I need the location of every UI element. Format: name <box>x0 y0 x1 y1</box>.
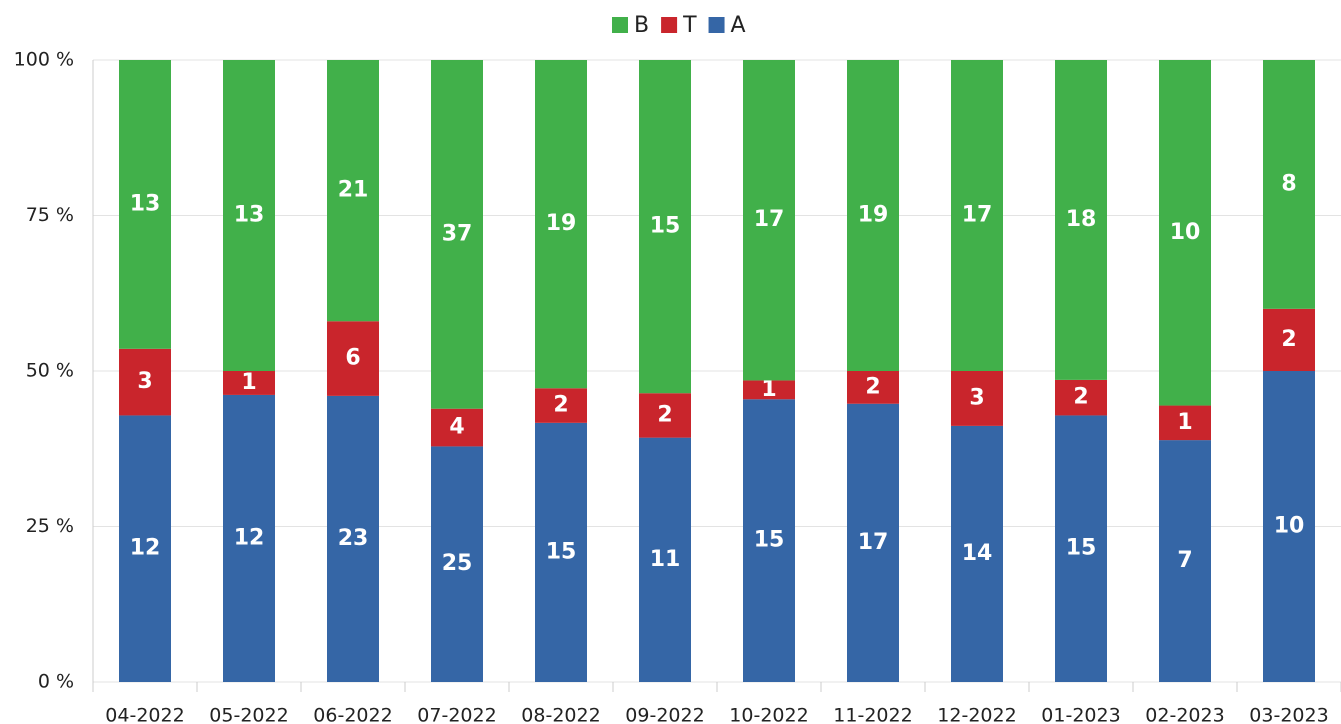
bar-segment <box>431 408 483 447</box>
bar-segment <box>951 425 1003 682</box>
bar-segment <box>1159 440 1211 682</box>
y-tick-label: 25 % <box>26 515 74 537</box>
bar-segment <box>743 399 795 682</box>
legend-swatch <box>612 17 628 33</box>
bar-segment <box>119 60 171 349</box>
data-label: 15 <box>1066 536 1097 561</box>
data-label: 3 <box>137 369 152 394</box>
y-tick-label: 50 % <box>26 360 74 382</box>
bar-segment <box>431 446 483 682</box>
bar-segment <box>951 371 1003 426</box>
bar-segment <box>1055 379 1107 416</box>
y-tick-label: 75 % <box>26 204 74 226</box>
x-tick-label: 11-2022 <box>833 705 912 724</box>
bar-segment <box>1263 308 1315 371</box>
x-tick-label: 08-2022 <box>521 705 600 724</box>
data-label: 19 <box>858 203 889 228</box>
bar-segment <box>743 380 795 400</box>
x-tick-label: 04-2022 <box>105 705 184 724</box>
data-label: 2 <box>1073 385 1088 410</box>
bar-segment <box>639 393 691 438</box>
bar-segment <box>951 60 1003 371</box>
bar-segment <box>327 60 379 322</box>
bar-segment <box>535 388 587 423</box>
bar-segment <box>119 348 171 416</box>
legend-label: T <box>682 13 697 38</box>
bar-segment <box>223 394 275 682</box>
bar-segment <box>847 371 899 404</box>
data-label: 4 <box>449 415 464 440</box>
data-label: 2 <box>657 402 672 427</box>
data-label: 13 <box>234 203 265 228</box>
bar-segment <box>119 415 171 682</box>
bar-segment <box>1055 60 1107 380</box>
data-label: 12 <box>130 536 161 561</box>
x-tick-label: 10-2022 <box>729 705 808 724</box>
x-tick-label: 01-2023 <box>1041 705 1120 724</box>
data-label: 10 <box>1170 220 1201 245</box>
data-label: 15 <box>754 528 785 553</box>
data-label: 2 <box>865 374 880 399</box>
y-tick-label: 100 % <box>14 49 74 71</box>
x-tick-label: 12-2022 <box>937 705 1016 724</box>
data-label: 1 <box>1177 410 1192 435</box>
x-tick-label: 02-2023 <box>1145 705 1224 724</box>
x-tick-label: 05-2022 <box>209 705 288 724</box>
data-label: 37 <box>442 221 473 246</box>
bar-segment <box>847 403 899 682</box>
data-label: 15 <box>650 214 681 239</box>
data-label: 6 <box>345 346 360 371</box>
data-label: 1 <box>761 377 776 402</box>
data-label: 17 <box>754 207 785 232</box>
data-label: 17 <box>858 530 889 555</box>
data-label: 18 <box>1066 207 1097 232</box>
bar-segment <box>327 321 379 396</box>
bar-segment <box>639 60 691 394</box>
x-tick-label: 06-2022 <box>313 705 392 724</box>
x-tick-label: 09-2022 <box>625 705 704 724</box>
data-label: 14 <box>962 541 993 566</box>
legend-swatch <box>708 17 725 33</box>
x-tick-label: 07-2022 <box>417 705 496 724</box>
data-label: 17 <box>962 203 993 228</box>
data-label: 8 <box>1281 171 1296 196</box>
data-label: 2 <box>1281 327 1296 352</box>
legend-label: A <box>731 13 746 38</box>
data-label: 11 <box>650 547 681 572</box>
bar-segment <box>327 395 379 682</box>
bar-segment <box>535 422 587 682</box>
data-label: 10 <box>1274 514 1305 539</box>
bar-segment <box>847 60 899 371</box>
bar-segment <box>1055 415 1107 682</box>
legend-swatch <box>661 17 678 33</box>
data-label: 3 <box>969 385 984 410</box>
data-label: 2 <box>553 393 568 418</box>
data-label: 19 <box>546 211 577 236</box>
bar-segment <box>431 60 483 409</box>
data-label: 25 <box>442 551 473 576</box>
data-label: 13 <box>130 191 161 216</box>
data-label: 7 <box>1177 548 1192 573</box>
bar-segment <box>639 437 691 682</box>
bar-segment <box>1263 60 1315 309</box>
data-label: 12 <box>234 525 265 550</box>
bar-segment <box>223 60 275 371</box>
x-tick-label: 03-2023 <box>1249 705 1328 724</box>
y-tick-label: 0 % <box>38 671 74 693</box>
legend-label: B <box>634 13 649 38</box>
data-label: 1 <box>241 370 256 395</box>
data-label: 23 <box>338 526 369 551</box>
bar-segment <box>223 371 275 395</box>
data-label: 15 <box>546 539 577 564</box>
bar-segment <box>1159 405 1211 441</box>
bar-segment <box>743 60 795 381</box>
bar-segment <box>1159 60 1211 406</box>
bar-segment <box>1263 371 1315 682</box>
data-label: 21 <box>338 178 369 203</box>
bar-segment <box>535 60 587 389</box>
